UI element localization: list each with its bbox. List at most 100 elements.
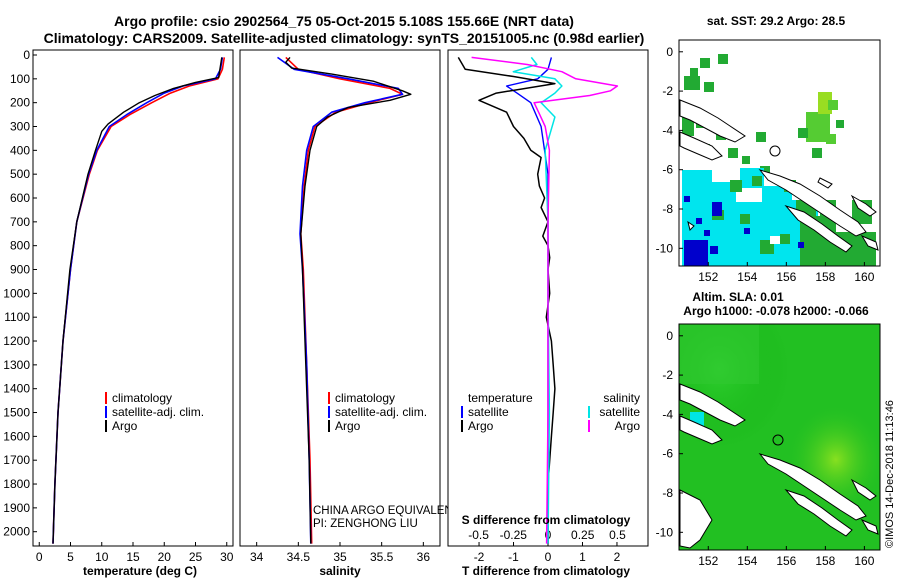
legend-label-argo: Argo [335,419,361,433]
map-y-tick-label: -8 [662,486,673,500]
sst-heatmap-cell [684,240,708,266]
depth-tick-label: 1000 [3,286,30,300]
x-tick-label: 2 [614,550,621,564]
sst-heatmap-cell [756,132,766,142]
sla-map-field [679,324,880,550]
salinity-panel: 34 34.5 35 35.5 36 salinity climatology sate… [239,49,460,578]
sst-map: sat. SST: 29.2 Argo: 28.5 152 154 156 158 16… [656,14,881,284]
depth-tick-label: 0 [23,48,30,62]
temperature-panel: 0100200300400500600700800900100011001200… [3,48,452,578]
temperature-legend: climatology satellite-adj. clim. Argo [105,391,204,433]
sst-heatmap-cell [780,234,790,244]
s-difference-label: S difference from climatology [462,513,631,527]
temperature-series [52,57,226,544]
x-tick-label: 20 [158,550,172,564]
depth-tick-label: 1700 [3,453,30,467]
map-x-tick-label: 156 [776,554,796,568]
sst-heatmap-cell [730,180,742,192]
legend-label-t-argo: Argo [468,419,494,433]
difference-xlabel: T difference from climatology [462,564,630,578]
legend-label-satellite: satellite-adj. clim. [335,405,427,419]
legend-label-s-satellite: satellite [599,405,640,419]
map-y-tick-label: -6 [662,447,673,461]
map-x-tick-label: 160 [854,554,874,568]
equivalent-note: CHINA ARGO EQUIVALENT [313,505,460,517]
x-tick-label: 0 [36,550,43,564]
sst-heatmap-cell [700,58,710,68]
depth-tick-label: 1500 [3,406,30,420]
legend-label-argo: Argo [112,419,138,433]
map-y-tick-label: -4 [662,123,673,137]
argo-location-marker [769,145,781,157]
sst-heatmap-cell [710,246,718,254]
series-s-argo-line [471,56,619,544]
x-tick-label: 1 [579,550,586,564]
map-y-tick-label: -10 [656,525,674,539]
map-y-tick-label: -10 [656,241,674,255]
sst-heatmap-cell [752,176,762,186]
sst-heatmap-cell [684,196,690,202]
depth-tick-label: 1200 [3,334,30,348]
figure-title-line1: Argo profile: csio 2902564_75 05-Oct-201… [114,13,574,29]
depth-tick-label: 500 [10,167,30,181]
sla-map-title: Altim. SLA: 0.01 [692,290,784,304]
map-x-tick-label: 158 [815,554,835,568]
s-tick-label: 0.25 [571,528,595,542]
sst-heatmap-cell [696,218,702,224]
sst-map-field [679,40,880,266]
legend-label-t-satellite: satellite [468,405,509,419]
depth-tick-label: 900 [10,263,30,277]
sst-coastline [679,99,879,253]
credit-text: ©IMOS 14-Dec-2018 11:13:46 [884,400,896,548]
map-x-tick-label: 160 [854,270,874,284]
sla-coastline [679,383,879,549]
sst-heatmap-cell [812,148,822,158]
map-y-tick-label: -2 [662,84,673,98]
x-tick-label: 35.5 [370,550,394,564]
x-tick-label: 34.5 [287,550,311,564]
map-x-tick-label: 158 [815,270,835,284]
legend-title-salinity: salinity [603,391,640,405]
s-tick-label: -0.5 [468,528,489,542]
sst-heatmap-cell [742,156,750,164]
x-tick-label: 10 [95,550,109,564]
map-y-tick-label: 0 [666,45,673,59]
temperature-xlabel: temperature (deg C) [83,564,197,578]
x-tick-label: 25 [189,550,203,564]
difference-x-axis: -2 -1 0 1 2 [474,542,621,564]
map-y-tick-label: -8 [662,202,673,216]
sst-heatmap-cell [798,242,804,248]
depth-tick-label: 1600 [3,429,30,443]
salinity-axes-frame [239,49,441,547]
sst-heatmap-cell [744,228,750,234]
sla-map-frame [678,323,881,551]
legend-label-climatology: climatology [112,391,172,405]
map-x-tick-label: 154 [737,554,757,568]
sla-map: Altim. SLA: 0.01 Argo h1000: -0.078 h200… [656,290,881,568]
map-x-tick-label: 152 [698,554,718,568]
sst-heatmap-cell [704,230,710,236]
x-tick-label: 0 [545,550,552,564]
sst-heatmap-cell [770,236,780,244]
depth-tick-label: 400 [10,143,30,157]
depth-tick-label: 200 [10,96,30,110]
series-argo-line [52,57,223,544]
depth-tick-label: 100 [10,72,30,86]
depth-tick-label: 300 [10,120,30,134]
x-tick-label: 34 [250,550,264,564]
sst-heatmap-cell [718,54,728,64]
sst-heatmap-cell [836,120,844,128]
depth-tick-label: 2000 [3,525,30,539]
depth-tick-label: 1300 [3,358,30,372]
sst-heatmap-cell [704,82,714,92]
difference-panel: -2 -1 0 1 2 -0.5 -0.25 0 0.25 0.5 T difference f… [447,49,649,578]
series-argo-line [285,56,412,544]
pi-note: PI: ZENGHONG LIU [313,518,418,530]
sst-heatmap-cells [682,54,876,266]
map-y-tick-label: -6 [662,163,673,177]
legend-label-climatology: climatology [335,391,395,405]
depth-tick-label: 700 [10,215,30,229]
sst-heatmap-cell [828,100,838,110]
figure-title-line2: Climatology: CARS2009. Satellite-adjuste… [44,30,645,46]
